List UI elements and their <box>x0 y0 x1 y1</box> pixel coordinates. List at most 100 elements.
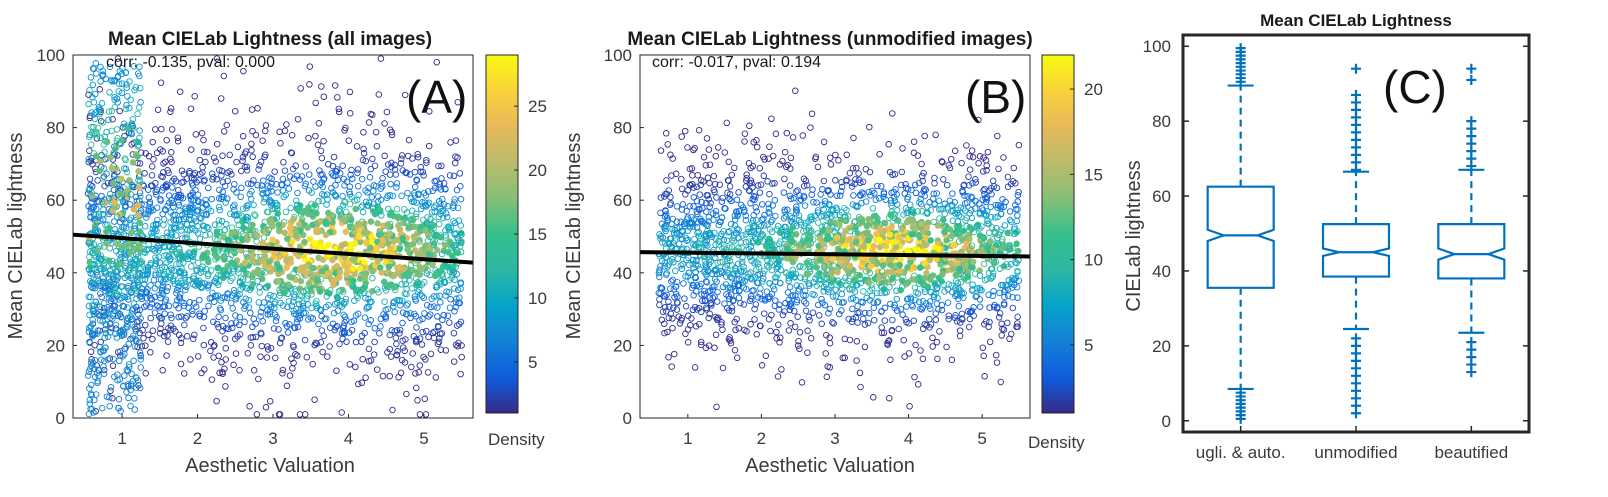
scatter-point <box>451 159 459 167</box>
colorbar-tick-label: 15 <box>528 225 547 244</box>
scatter-point <box>306 81 313 88</box>
scatter-point <box>100 300 108 307</box>
scatter-point <box>232 319 240 326</box>
scatter-point <box>384 221 392 228</box>
scatter-point <box>752 193 759 200</box>
scatter-point <box>342 316 350 324</box>
scatter-point <box>912 289 920 296</box>
scatter-point <box>446 319 453 326</box>
scatter-point <box>986 304 993 311</box>
scatter-point <box>450 269 458 276</box>
scatter-point <box>1006 216 1014 224</box>
scatter-point <box>433 293 440 300</box>
scatter-point <box>699 205 706 212</box>
scatter-point <box>365 320 372 328</box>
scatter-point <box>1006 208 1014 215</box>
scatter-point <box>779 311 787 319</box>
scatter-point <box>169 199 177 207</box>
scatter-point <box>319 191 326 198</box>
scatter-point <box>693 197 701 205</box>
scatter-point <box>709 286 716 293</box>
scatter-point <box>265 208 272 216</box>
scatter-point <box>691 303 699 311</box>
scatter-point <box>348 224 356 231</box>
scatter-point <box>457 370 464 378</box>
scatter-point <box>701 290 708 298</box>
scatter-point <box>356 220 363 228</box>
scatter-point <box>869 205 877 212</box>
scatter-point <box>188 180 196 187</box>
scatter-point <box>118 80 126 87</box>
scatter-point <box>377 323 384 330</box>
scatter-point <box>249 280 257 288</box>
scatter-point <box>744 225 752 232</box>
scatter-point <box>282 208 290 216</box>
scatter-point <box>401 347 408 355</box>
scatter-point <box>319 268 326 275</box>
scatter-point <box>430 241 438 249</box>
scatter-point <box>742 216 750 224</box>
scatter-point <box>257 313 264 320</box>
scatter-point <box>305 280 313 287</box>
scatter-point <box>971 270 979 277</box>
scatter-point <box>822 350 829 357</box>
scatter-point <box>680 280 687 287</box>
scatter-point <box>121 372 128 379</box>
scatter-point <box>702 304 710 312</box>
scatter-point <box>300 309 307 317</box>
scatter-point <box>367 218 375 225</box>
scatter-point <box>454 204 462 212</box>
scatter-point <box>288 302 295 309</box>
scatter-point <box>162 206 169 214</box>
scatter-point <box>1013 217 1021 225</box>
scatter-point <box>377 264 384 271</box>
scatter-point <box>200 148 208 155</box>
scatter-point <box>223 121 231 129</box>
scatter-point <box>85 202 92 210</box>
scatter-point <box>107 387 114 395</box>
scatter-point <box>203 211 211 219</box>
scatter-point <box>201 307 208 315</box>
scatter-point <box>425 313 432 320</box>
scatter-point <box>160 216 168 223</box>
scatter-point <box>802 300 810 307</box>
scatter-point <box>273 181 280 188</box>
scatter-point <box>789 270 797 278</box>
scatter-point <box>196 296 203 304</box>
scatter-point <box>456 321 463 328</box>
scatter-point <box>356 265 364 272</box>
scatter-point <box>101 256 109 263</box>
scatter-point <box>791 274 799 281</box>
scatter-point <box>414 153 422 161</box>
scatter-point <box>955 238 963 245</box>
scatter-point <box>825 288 832 296</box>
scatter-point <box>152 126 159 133</box>
scatter-point <box>217 95 225 102</box>
scatter-point <box>288 355 295 362</box>
colorbar-label-a: Density <box>488 430 545 449</box>
scatter-point <box>125 394 132 402</box>
scatter-point <box>727 337 734 344</box>
scatter-point <box>111 283 118 291</box>
scatter-point <box>813 199 820 206</box>
scatter-point <box>962 217 969 224</box>
scatter-point <box>215 324 222 331</box>
scatter-point <box>436 220 443 228</box>
scatter-point <box>873 299 881 306</box>
scatter-point <box>988 265 996 272</box>
scatter-point <box>981 276 989 284</box>
scatter-point <box>148 172 156 179</box>
scatter-point <box>183 313 191 320</box>
scatter-point <box>433 58 440 66</box>
scatter-point <box>317 339 325 346</box>
scatter-point <box>761 297 769 304</box>
scatter-point <box>168 126 176 133</box>
scatter-point <box>905 320 913 327</box>
scatter-point <box>1015 188 1022 196</box>
scatter-point <box>421 395 429 403</box>
scatter-point <box>419 315 426 323</box>
scatter-point <box>807 228 814 236</box>
scatter-point <box>256 284 263 291</box>
scatter-point <box>1009 304 1017 312</box>
